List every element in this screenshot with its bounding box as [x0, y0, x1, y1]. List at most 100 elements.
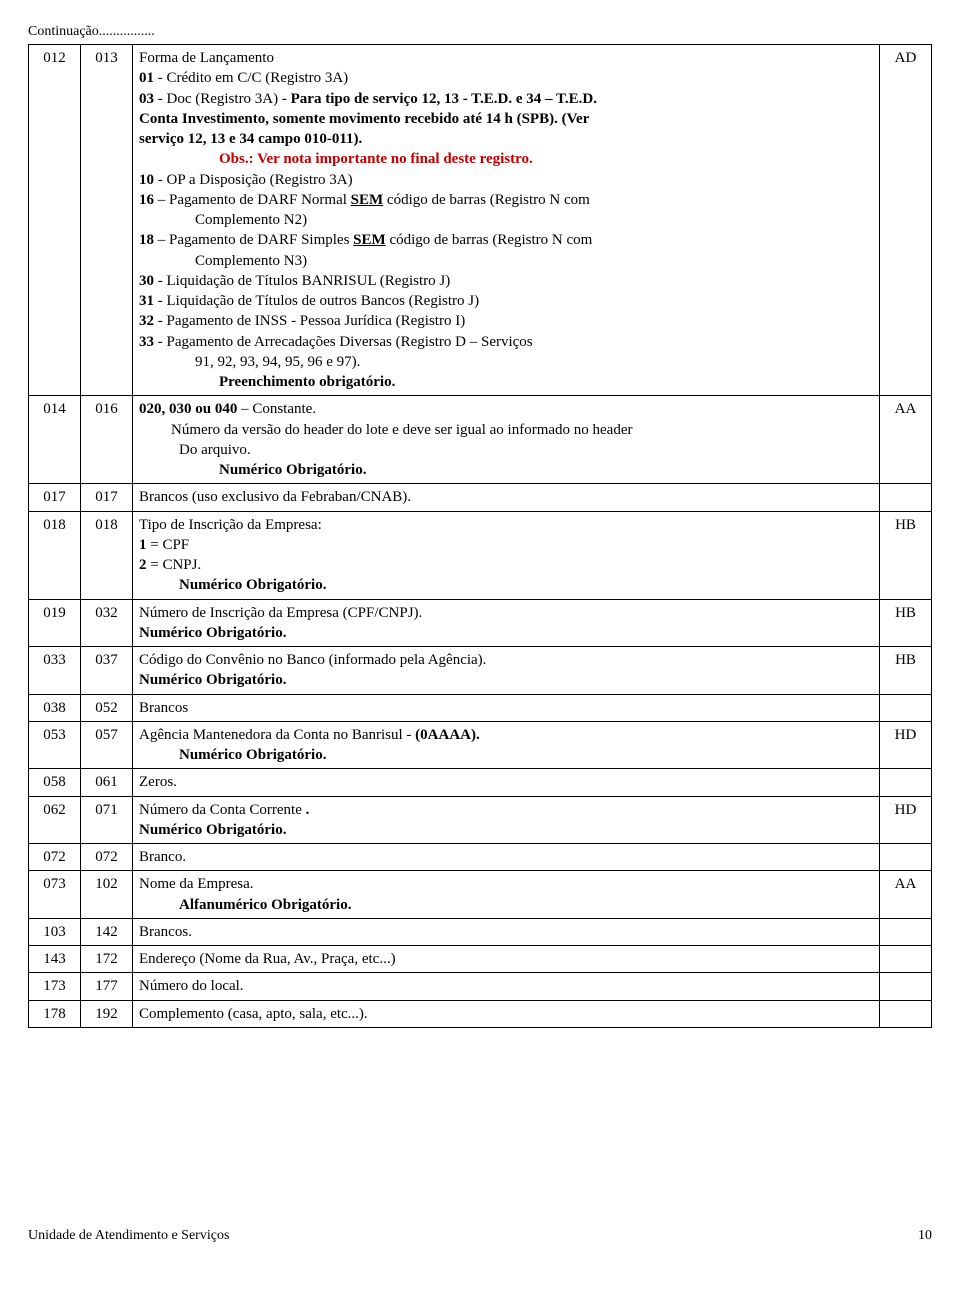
col-from: 014: [29, 396, 81, 484]
description-line: Nome da Empresa.: [139, 874, 873, 894]
col-to: 102: [81, 871, 133, 919]
col-from: 072: [29, 844, 81, 871]
col-from: 017: [29, 484, 81, 511]
col-from: 062: [29, 796, 81, 844]
description-line: 2 = CNPJ.: [139, 555, 873, 575]
description-line: 03 - Doc (Registro 3A) - Para tipo de se…: [139, 89, 873, 109]
description-line: Número de Inscrição da Empresa (CPF/CNPJ…: [139, 603, 873, 623]
table-row: 103142Brancos.: [29, 918, 932, 945]
description-line: 33 - Pagamento de Arrecadações Diversas …: [139, 332, 873, 352]
table-row: 017017Brancos (uso exclusivo da Febraban…: [29, 484, 932, 511]
col-description: 020, 030 ou 040 – Constante.Número da ve…: [133, 396, 880, 484]
continuation-label: Continuação................: [28, 24, 932, 40]
description-line: Brancos (uso exclusivo da Febraban/CNAB)…: [139, 487, 873, 507]
col-description: Brancos: [133, 694, 880, 721]
col-from: 103: [29, 918, 81, 945]
col-description: Endereço (Nome da Rua, Av., Praça, etc..…: [133, 946, 880, 973]
col-description: Forma de Lançamento01 - Crédito em C/C (…: [133, 45, 880, 396]
col-from: 018: [29, 511, 81, 599]
description-line: Numérico Obrigatório.: [139, 745, 873, 765]
col-code: HB: [880, 599, 932, 647]
description-line: Número do local.: [139, 976, 873, 996]
table-row: 062071Número da Conta Corrente .Numérico…: [29, 796, 932, 844]
page-footer: Unidade de Atendimento e Serviços 10: [28, 1228, 932, 1244]
col-to: 071: [81, 796, 133, 844]
col-code: AA: [880, 871, 932, 919]
col-from: 033: [29, 647, 81, 695]
col-code: AD: [880, 45, 932, 396]
col-code: [880, 694, 932, 721]
col-code: [880, 973, 932, 1000]
description-line: 31 - Liquidação de Títulos de outros Ban…: [139, 291, 873, 311]
table-row: 178192 Complemento (casa, apto, sala, etc…: [29, 1000, 932, 1027]
description-line: Brancos.: [139, 922, 873, 942]
table-row: 143172Endereço (Nome da Rua, Av., Praça,…: [29, 946, 932, 973]
col-to: 177: [81, 973, 133, 1000]
description-line: 01 - Crédito em C/C (Registro 3A): [139, 68, 873, 88]
col-code: [880, 769, 932, 796]
table-row: 073102 Nome da Empresa.Alfanumérico Obrig…: [29, 871, 932, 919]
description-line: Numérico Obrigatório.: [139, 670, 873, 690]
col-to: 057: [81, 721, 133, 769]
description-line: 91, 92, 93, 94, 95, 96 e 97).: [139, 352, 873, 372]
description-line: Forma de Lançamento: [139, 48, 873, 68]
description-line: Código do Convênio no Banco (informado p…: [139, 650, 873, 670]
description-line: Complemento N3): [139, 251, 873, 271]
col-description: Código do Convênio no Banco (informado p…: [133, 647, 880, 695]
description-line: 30 - Liquidação de Títulos BANRISUL (Reg…: [139, 271, 873, 291]
footer-page-number: 10: [918, 1228, 932, 1244]
col-description: Número da Conta Corrente .Numérico Obrig…: [133, 796, 880, 844]
col-code: AA: [880, 396, 932, 484]
col-code: [880, 918, 932, 945]
table-row: 173177Número do local.: [29, 973, 932, 1000]
col-from: 058: [29, 769, 81, 796]
description-line: Conta Investimento, somente movimento re…: [139, 109, 873, 129]
description-line: 18 – Pagamento de DARF Simples SEM códig…: [139, 230, 873, 250]
description-line: Complemento N2): [139, 210, 873, 230]
col-from: 073: [29, 871, 81, 919]
col-to: 037: [81, 647, 133, 695]
description-line: Alfanumérico Obrigatório.: [139, 895, 873, 915]
description-line: Obs.: Ver nota importante no final deste…: [139, 149, 873, 169]
description-line: Número da versão do header do lote e dev…: [139, 420, 873, 440]
col-code: HD: [880, 796, 932, 844]
description-line: Numérico Obrigatório.: [139, 460, 873, 480]
table-row: 072072Branco.: [29, 844, 932, 871]
col-to: 018: [81, 511, 133, 599]
col-to: 032: [81, 599, 133, 647]
col-to: 192: [81, 1000, 133, 1027]
description-line: serviço 12, 13 e 34 campo 010-011).: [139, 129, 873, 149]
col-description: Agência Mantenedora da Conta no Banrisul…: [133, 721, 880, 769]
col-to: 052: [81, 694, 133, 721]
description-line: Agência Mantenedora da Conta no Banrisul…: [139, 725, 873, 745]
table-row: 018018Tipo de Inscrição da Empresa:1 = C…: [29, 511, 932, 599]
col-code: [880, 484, 932, 511]
col-description: Complemento (casa, apto, sala, etc...).: [133, 1000, 880, 1027]
description-line: Número da Conta Corrente .: [139, 800, 873, 820]
description-line: Numérico Obrigatório.: [139, 820, 873, 840]
col-description: Número de Inscrição da Empresa (CPF/CNPJ…: [133, 599, 880, 647]
col-code: [880, 1000, 932, 1027]
col-from: 143: [29, 946, 81, 973]
description-line: Preenchimento obrigatório.: [139, 372, 873, 392]
table-row: 038052Brancos: [29, 694, 932, 721]
col-from: 053: [29, 721, 81, 769]
footer-left: Unidade de Atendimento e Serviços: [28, 1228, 229, 1244]
col-code: HB: [880, 647, 932, 695]
col-to: 061: [81, 769, 133, 796]
description-line: Complemento (casa, apto, sala, etc...).: [139, 1004, 873, 1024]
col-description: Brancos (uso exclusivo da Febraban/CNAB)…: [133, 484, 880, 511]
col-from: 178: [29, 1000, 81, 1027]
col-description: Zeros.: [133, 769, 880, 796]
col-to: 016: [81, 396, 133, 484]
table-row: 033037 Código do Convênio no Banco (infor…: [29, 647, 932, 695]
col-to: 172: [81, 946, 133, 973]
table-row: 058061Zeros.: [29, 769, 932, 796]
col-description: Brancos.: [133, 918, 880, 945]
table-row: 019032Número de Inscrição da Empresa (CP…: [29, 599, 932, 647]
description-line: 16 – Pagamento de DARF Normal SEM código…: [139, 190, 873, 210]
col-description: Tipo de Inscrição da Empresa:1 = CPF2 = …: [133, 511, 880, 599]
col-description: Número do local.: [133, 973, 880, 1000]
col-from: 038: [29, 694, 81, 721]
description-line: Tipo de Inscrição da Empresa:: [139, 515, 873, 535]
